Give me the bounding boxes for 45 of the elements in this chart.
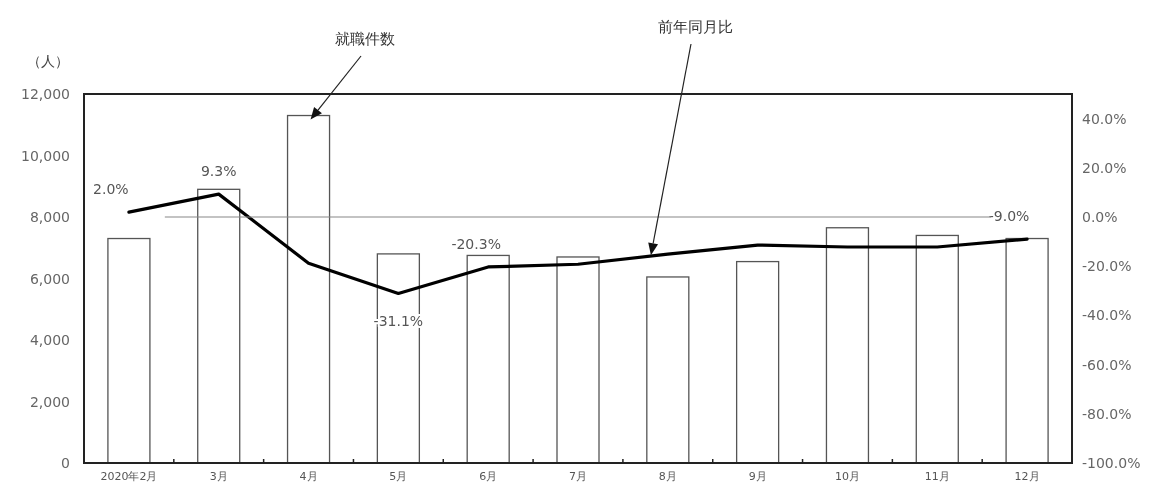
y2-tick-label: -40.0% bbox=[1082, 307, 1132, 324]
y-tick-label: 4,000 bbox=[29, 332, 70, 348]
x-tick-label: 8月 bbox=[658, 470, 677, 483]
x-tick-label: 5月 bbox=[389, 470, 408, 483]
y2-tick-label: -60.0% bbox=[1082, 356, 1132, 373]
bar bbox=[197, 188, 241, 464]
y-axis-title: （人） bbox=[27, 53, 69, 69]
bar bbox=[556, 256, 600, 464]
y-tick-label: 6,000 bbox=[29, 270, 70, 287]
bar bbox=[1005, 237, 1049, 464]
y-tick-label: 0 bbox=[61, 455, 70, 471]
y2-tick-label: -100.0% bbox=[1082, 455, 1141, 471]
bar bbox=[286, 114, 331, 464]
x-tick-label: 2020年2月 bbox=[100, 470, 158, 483]
bar bbox=[376, 253, 421, 464]
bar bbox=[735, 260, 780, 464]
bar bbox=[466, 254, 510, 464]
bar bbox=[107, 237, 151, 464]
y2-tick-label: -20.0% bbox=[1082, 258, 1132, 275]
y-tick-label: 12,000 bbox=[21, 86, 70, 102]
text: 就職件数 bbox=[335, 30, 395, 48]
bar bbox=[825, 227, 870, 464]
x-tick-label: 9月 bbox=[748, 470, 767, 483]
y-tick-label: 10,000 bbox=[21, 147, 70, 164]
text: 前年同月比 bbox=[657, 18, 733, 36]
data-label: -20.3% bbox=[451, 235, 501, 252]
x-tick-label: 12月 bbox=[1014, 470, 1040, 483]
x-tick-label: 3月 bbox=[209, 470, 228, 483]
y2-tick-label: 40.0% bbox=[1082, 110, 1127, 127]
y2-tick-label: -80.0% bbox=[1082, 405, 1132, 422]
data-label: 2.0% bbox=[93, 181, 129, 198]
bar bbox=[915, 234, 959, 464]
x-tick-label: 11月 bbox=[924, 470, 950, 483]
y-tick-label: 8,000 bbox=[29, 209, 70, 225]
data-label: 9.3% bbox=[200, 163, 237, 180]
line-series bbox=[127, 192, 1029, 296]
x-tick-label: 4月 bbox=[299, 470, 318, 483]
x-tick-label: 6月 bbox=[479, 470, 498, 483]
bar bbox=[646, 276, 690, 464]
x-tick-label: 10月 bbox=[834, 470, 860, 483]
data-label: -9.0% bbox=[988, 208, 1030, 225]
x-tick-label: 7月 bbox=[569, 470, 587, 483]
y2-tick-label: 20.0% bbox=[1082, 159, 1127, 176]
y-tick-label: 2,000 bbox=[29, 393, 70, 410]
y2-tick-label: 0.0% bbox=[1082, 209, 1118, 225]
